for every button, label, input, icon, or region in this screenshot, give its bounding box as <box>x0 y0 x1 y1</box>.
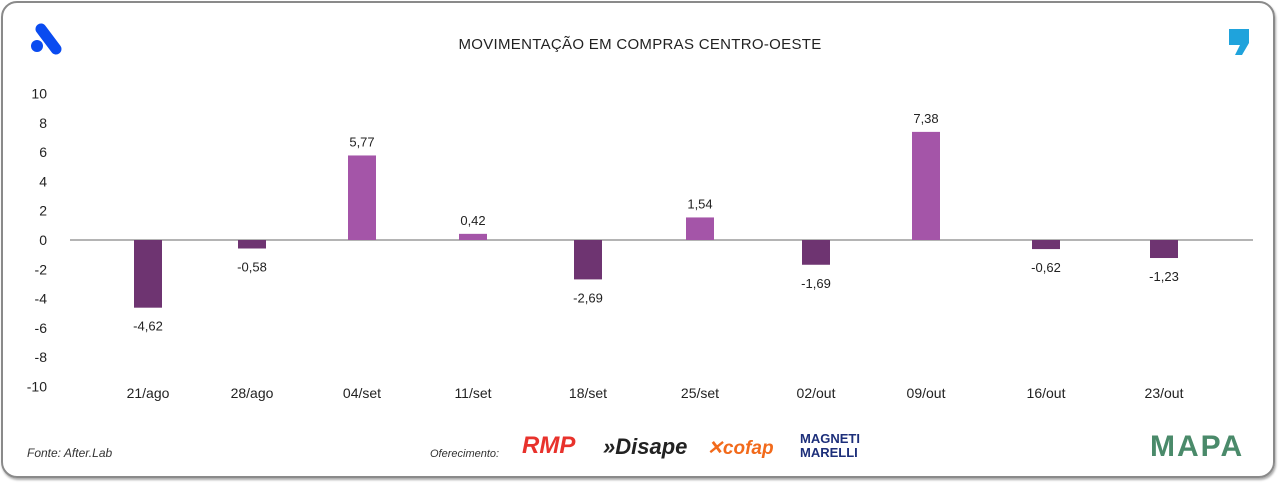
data-label: 0,42 <box>460 213 485 228</box>
y-tick-label: -10 <box>27 379 47 395</box>
mapa-logo: MAPA <box>1150 430 1245 463</box>
bar <box>348 155 376 240</box>
y-tick-label: 2 <box>39 203 47 219</box>
y-tick-label: 8 <box>39 115 47 131</box>
bar <box>134 240 162 308</box>
bar <box>912 131 940 240</box>
data-label: -2,69 <box>573 290 603 305</box>
x-tick-label: 09/out <box>907 385 946 401</box>
x-tick-label: 28/ago <box>231 385 274 401</box>
comma-icon <box>1229 29 1249 55</box>
cofap-logo: ✕cofap <box>707 438 774 459</box>
data-label: -0,58 <box>237 259 267 274</box>
x-tick-label: 18/set <box>569 385 607 401</box>
data-label: 5,77 <box>349 134 374 149</box>
y-tick-label: -6 <box>35 320 48 336</box>
x-tick-label: 02/out <box>797 385 836 401</box>
bar <box>459 233 487 240</box>
y-tick-label: -8 <box>35 349 48 365</box>
x-tick-label: 25/set <box>681 385 719 401</box>
y-tick-label: -2 <box>35 261 48 277</box>
bar <box>238 240 266 249</box>
chart-title: MOVIMENTAÇÃO EM COMPRAS CENTRO-OESTE <box>458 36 822 53</box>
data-label: -1,69 <box>801 276 831 291</box>
source-text: Fonte: After.Lab <box>27 446 113 460</box>
x-tick-label: 16/out <box>1027 385 1066 401</box>
magneti-marelli-logo: MAGNETI MARELLI <box>800 431 860 460</box>
disape-logo: »Disape <box>603 434 688 459</box>
data-label: 7,38 <box>913 111 938 126</box>
bar <box>1032 240 1060 250</box>
x-tick-label: 21/ago <box>127 385 170 401</box>
x-tick-label: 11/set <box>454 385 491 401</box>
data-label: -4,62 <box>133 319 163 334</box>
bar <box>686 217 714 240</box>
y-tick-label: 10 <box>31 86 47 102</box>
rmp-logo: RMP <box>522 432 576 459</box>
x-tick-label: 04/set <box>343 385 381 401</box>
data-label: -1,23 <box>1149 269 1179 284</box>
data-label: 1,54 <box>687 196 712 211</box>
offered-by-label: Oferecimento: <box>430 448 500 460</box>
bar <box>802 240 830 265</box>
a-logo-icon <box>31 23 62 55</box>
data-label: -0,62 <box>1031 260 1061 275</box>
y-tick-label: 4 <box>39 173 47 189</box>
y-tick-label: -4 <box>35 291 48 307</box>
y-tick-label: 6 <box>39 144 47 160</box>
bar <box>574 240 602 280</box>
bar <box>1150 240 1178 259</box>
x-tick-label: 23/out <box>1145 385 1184 401</box>
y-tick-label: 0 <box>39 232 47 248</box>
